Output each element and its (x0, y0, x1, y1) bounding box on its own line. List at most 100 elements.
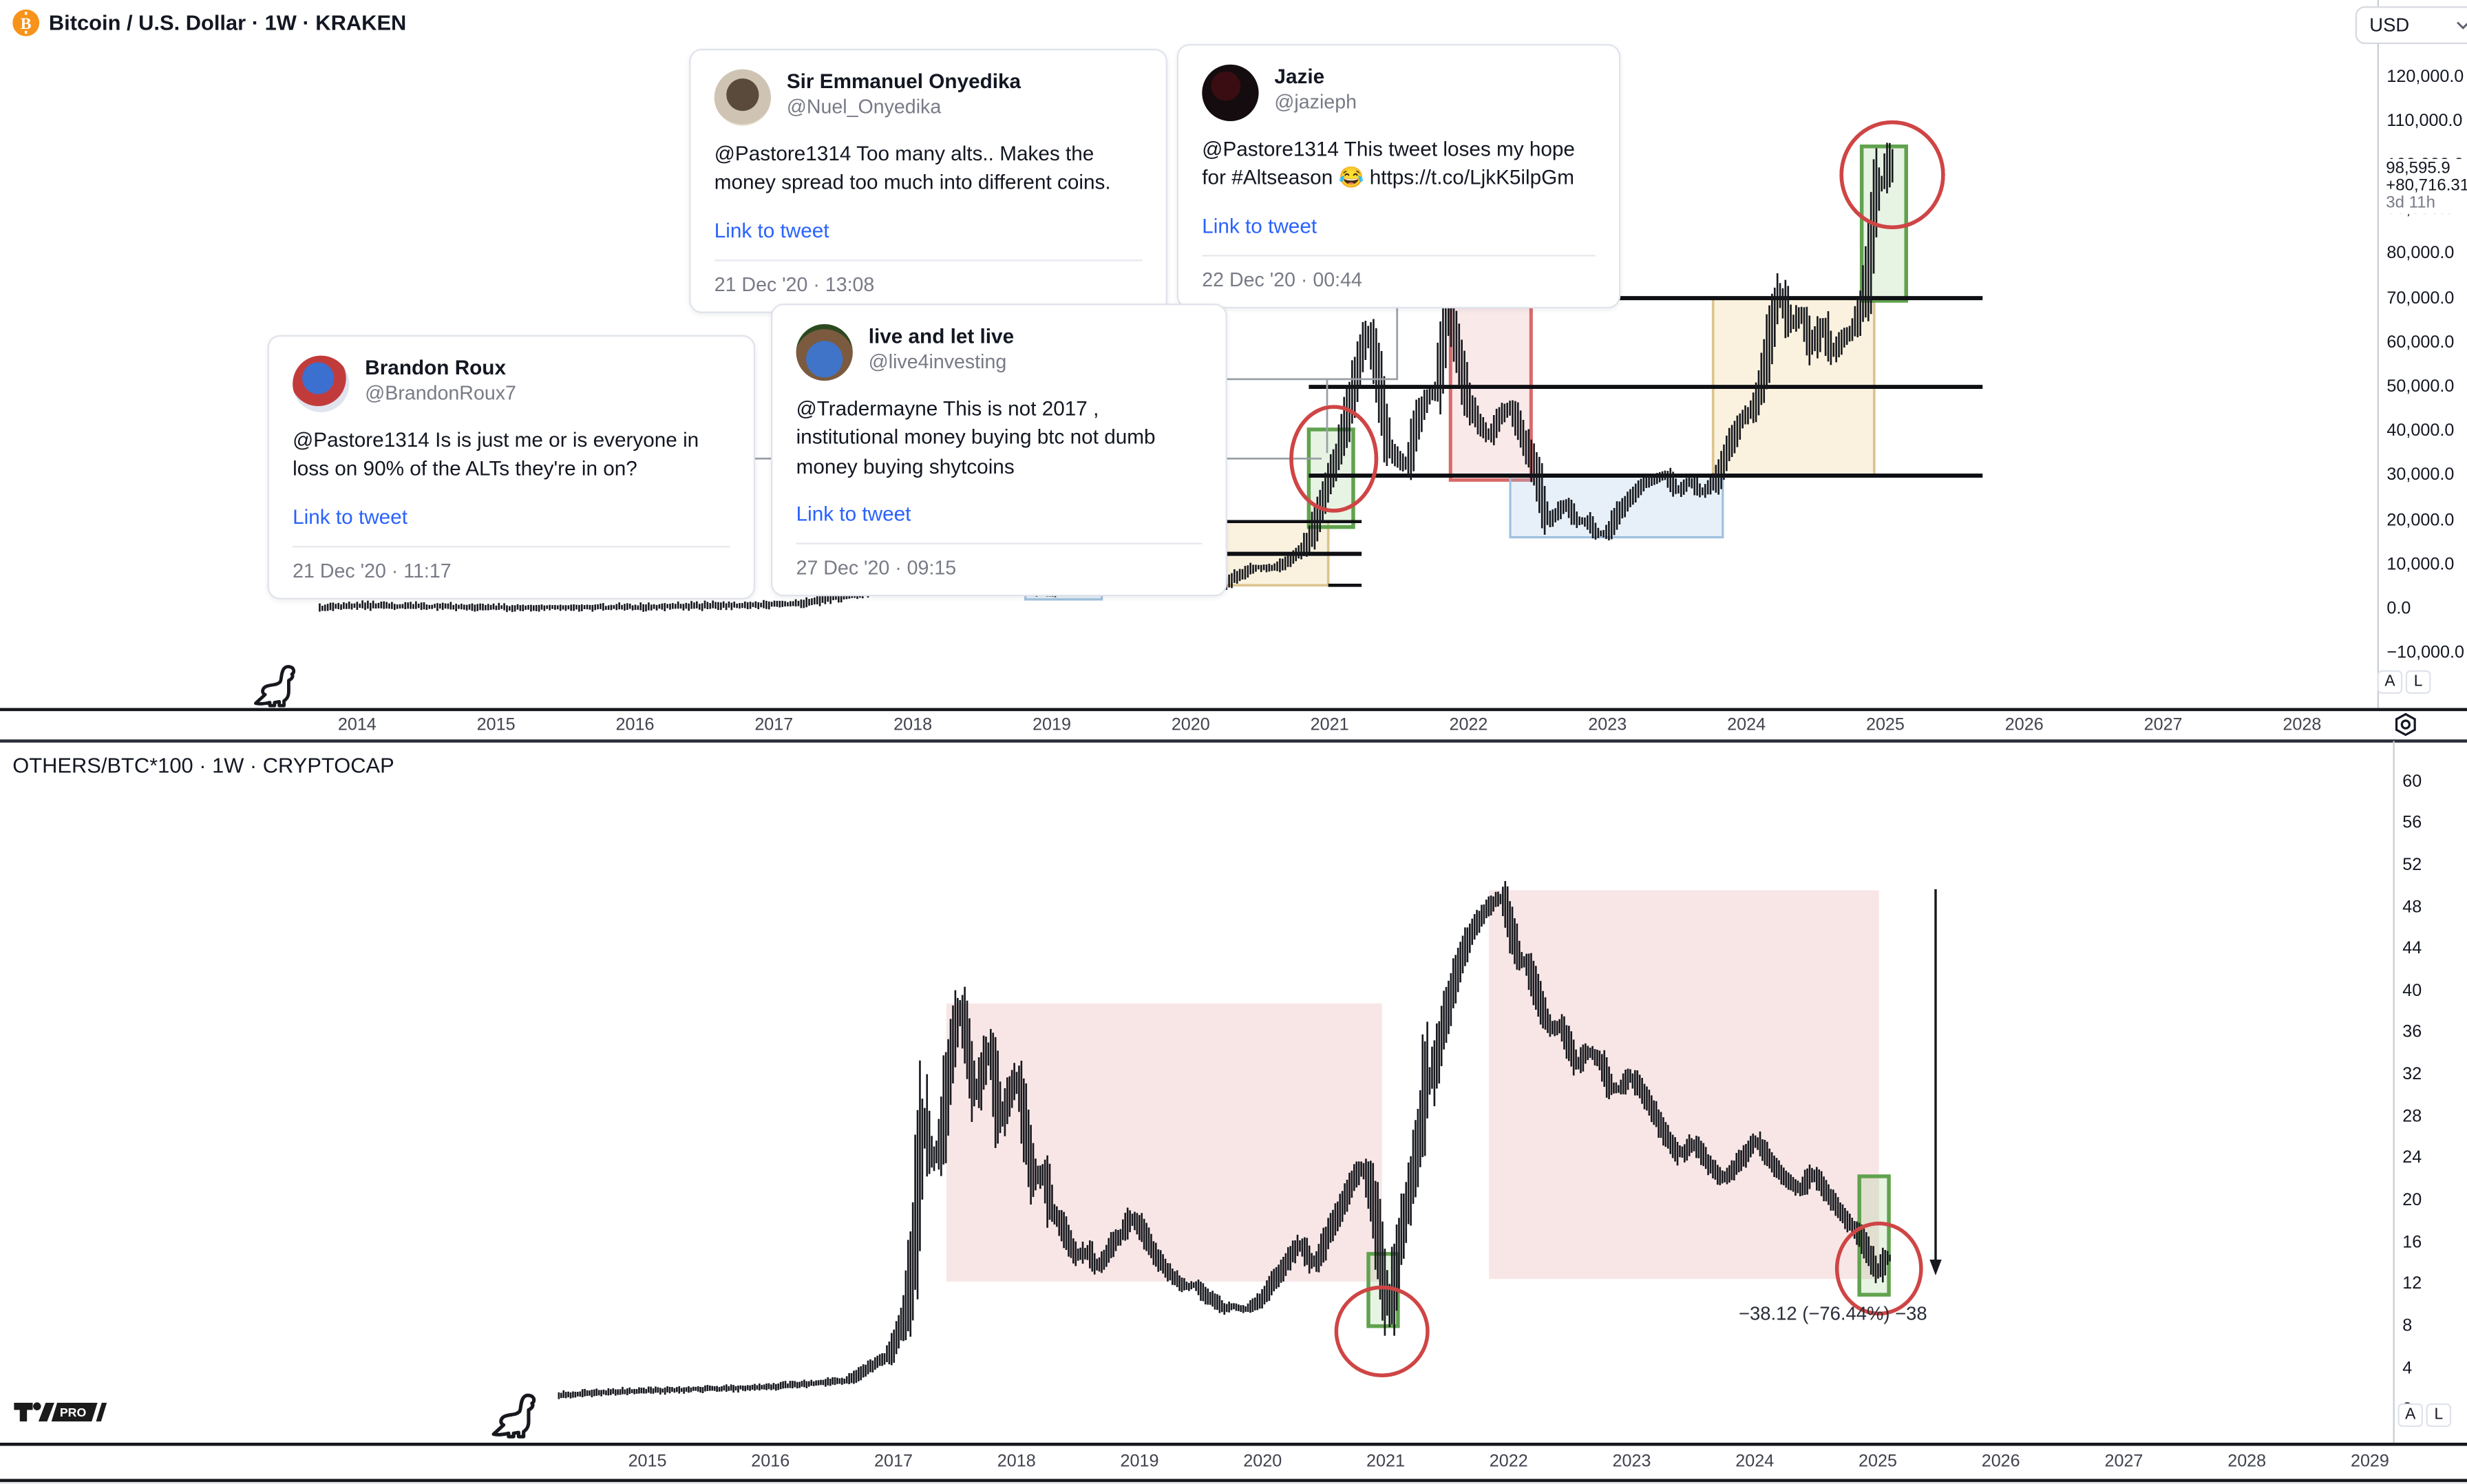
symbol-header-pane2[interactable]: OTHERS/BTC*100 · 1W · CRYPTOCAP (12, 754, 394, 777)
currency-label: USD (2369, 14, 2410, 36)
log-scale-button[interactable]: L (2405, 670, 2431, 695)
symbol-header[interactable]: B Bitcoin / U.S. Dollar · 1W · KRAKEN (12, 9, 407, 36)
pane-separator[interactable] (0, 708, 2467, 711)
others-pane-drawings (558, 881, 1942, 1399)
card-divider (796, 543, 1203, 545)
currency-dropdown[interactable]: USD (2355, 6, 2467, 45)
tweet-card[interactable]: Jazie @jazieph @Pastore1314 This tweet l… (1176, 44, 1621, 308)
link-to-tweet[interactable]: Link to tweet (293, 505, 407, 529)
year-label: 2026 (1981, 1451, 2020, 1470)
year-label: 2023 (1588, 714, 1627, 734)
tweet-handle: @live4investing (868, 350, 1007, 373)
price-tick-label: 24 (2402, 1149, 2422, 1168)
log-scale-button[interactable]: L (2426, 1403, 2452, 1428)
tweet-handle: @jazieph (1274, 91, 1357, 114)
link-to-tweet[interactable]: Link to tweet (714, 218, 829, 242)
pane-resize-handle[interactable] (0, 739, 2467, 743)
scale-buttons: A L (2397, 1403, 2452, 1428)
price-axis-separator[interactable] (2377, 0, 2380, 708)
tweet-card[interactable]: Brandon Roux @BrandonRoux7 @Pastore1314 … (267, 335, 756, 600)
price-tick-label: 80,000.0 (2386, 244, 2455, 264)
year-label: 2015 (476, 714, 516, 734)
highlight-box[interactable] (946, 1003, 1382, 1282)
window-bottom-strip (0, 1481, 2467, 1484)
price-tick-label: 60,000.0 (2386, 332, 2455, 352)
price-tick-label: 120,000.0 (2386, 67, 2464, 86)
price-tick-label: 32 (2402, 1065, 2422, 1085)
tradingview-pro-logo[interactable]: PRO (12, 1397, 113, 1429)
card-divider (1202, 255, 1596, 257)
settings-gear-icon[interactable] (2391, 710, 2420, 737)
price-tick-label: 36 (2402, 1023, 2422, 1043)
year-label: 2021 (1310, 714, 1349, 734)
price-tick-label: 110,000.0 (2386, 111, 2463, 131)
year-label: 2023 (1612, 1451, 1651, 1470)
year-label: 2016 (751, 1451, 790, 1470)
price-tick-label: 12 (2402, 1275, 2422, 1294)
circle-annotation[interactable] (1839, 120, 1945, 230)
tweet-author: Brandon Roux (365, 355, 507, 379)
circle-annotation[interactable] (1834, 1221, 1923, 1316)
price-axis-separator[interactable] (2393, 741, 2395, 1443)
price-tick-label: 40 (2402, 981, 2422, 1001)
tweet-card[interactable]: Sir Emmanuel Onyedika @Nuel_Onyedika @Pa… (689, 48, 1168, 313)
price-tick-label: 10,000.0 (2386, 555, 2455, 574)
price-tick-label: 48 (2402, 898, 2422, 917)
tweet-body: @Pastore1314 Is is just me or is everyon… (293, 427, 699, 481)
year-label: 2029 (2350, 1451, 2389, 1470)
chevron-down-icon (2457, 21, 2467, 30)
arrow-down-icon (1929, 1259, 1942, 1275)
pane-separator[interactable] (0, 1443, 2467, 1445)
price-tick-label: 4 (2402, 1358, 2413, 1378)
auto-scale-button[interactable]: A (2377, 670, 2403, 695)
year-label: 2024 (1727, 714, 1766, 734)
year-label: 2019 (1033, 714, 1071, 734)
circle-annotation[interactable] (1334, 1285, 1430, 1377)
link-to-tweet[interactable]: Link to tweet (796, 502, 911, 527)
price-tick-label: 30,000.0 (2386, 466, 2455, 485)
year-label: 2022 (1449, 714, 1488, 734)
measurement-annotation: −38.12 (−76.44%) −38 (1738, 1302, 1927, 1325)
year-label: 2016 (615, 714, 655, 734)
price-tick-label: 52 (2402, 856, 2422, 875)
card-divider (293, 545, 730, 548)
tweet-author: Sir Emmanuel Onyedika (786, 69, 1021, 93)
year-label: 2025 (1859, 1451, 1897, 1470)
price-tick-label: 8 (2402, 1316, 2413, 1336)
auto-scale-button[interactable]: A (2397, 1403, 2424, 1428)
year-label: 2017 (874, 1451, 913, 1470)
year-label: 2022 (1489, 1451, 1528, 1470)
circle-annotation[interactable] (1289, 405, 1379, 513)
tweet-body: @Pastore1314 This tweet loses my hope fo… (1202, 136, 1575, 190)
scale-buttons: A L (2377, 670, 2431, 695)
avatar (1202, 64, 1259, 122)
last-price: 98,595.9 (2386, 158, 2450, 178)
tweet-timestamp: 21 Dec '20 · 13:08 (714, 273, 875, 296)
tweet-card[interactable]: live and let live @live4investing @Trade… (771, 304, 1227, 597)
tweet-handle: @Nuel_Onyedika (786, 96, 942, 118)
dino-sticker-icon[interactable] (255, 667, 293, 706)
time-axis[interactable]: 2014 2015 2016 2017 2018 2019 2020 2021 2022 2023… (0, 712, 2467, 739)
axis-bottom-border (0, 1478, 2467, 1482)
year-label: 2027 (2143, 714, 2183, 734)
tweet-connector-line (1224, 273, 1399, 381)
tweet-timestamp: 21 Dec '20 · 11:17 (293, 560, 452, 582)
price-tick-label: 56 (2402, 814, 2422, 833)
price-tick-label: 70,000.0 (2386, 288, 2455, 308)
year-label: 2025 (1865, 714, 1905, 734)
bitcoin-icon: B (12, 9, 40, 36)
highlight-box[interactable] (1489, 890, 1879, 1280)
price-tick-label: 60 (2402, 772, 2422, 791)
price-tick-label: 20,000.0 (2386, 510, 2455, 530)
avatar (293, 355, 350, 412)
year-label: 2019 (1120, 1451, 1159, 1470)
dino-sticker-icon[interactable] (494, 1395, 534, 1437)
link-to-tweet[interactable]: Link to tweet (1202, 213, 1317, 237)
time-axis[interactable]: 2015 2016 2017 2018 2019 2020 2021 2022 2023 2024… (0, 1448, 2467, 1475)
pro-badge-label: PRO (60, 1406, 87, 1419)
year-label: 2020 (1243, 1451, 1282, 1470)
year-label: 2028 (2227, 1451, 2267, 1470)
year-label: 2024 (1735, 1451, 1775, 1470)
symbol-title: Bitcoin / U.S. Dollar · 1W · KRAKEN (48, 11, 407, 35)
